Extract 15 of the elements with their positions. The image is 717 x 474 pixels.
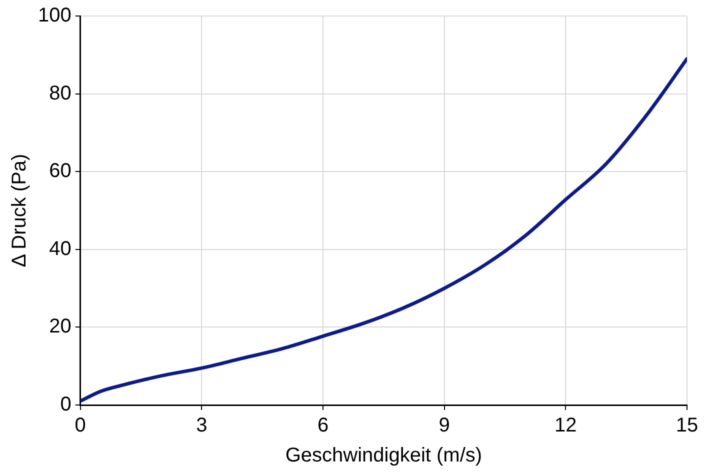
y-tick-label: 40 (49, 238, 72, 260)
x-tick-label: 6 (317, 414, 329, 437)
x-tick-label: 15 (676, 414, 698, 437)
y-tick-label: 20 (49, 316, 72, 338)
x-tick-label: 9 (438, 414, 450, 437)
x-tick-label: 3 (196, 414, 208, 437)
x-tick-label: 12 (554, 414, 577, 437)
y-tick-label: 100 (38, 4, 72, 27)
y-tick-label: 60 (49, 160, 72, 182)
line-series (80, 57, 687, 403)
y-tick-label: 0 (60, 394, 72, 416)
x-axis-title: Geschwindigkeit (m/s) (285, 444, 482, 467)
y-tick-label: 80 (49, 82, 72, 104)
y-axis-title: Δ Druck (Pa) (8, 154, 31, 268)
x-tick-label: 0 (74, 414, 86, 437)
